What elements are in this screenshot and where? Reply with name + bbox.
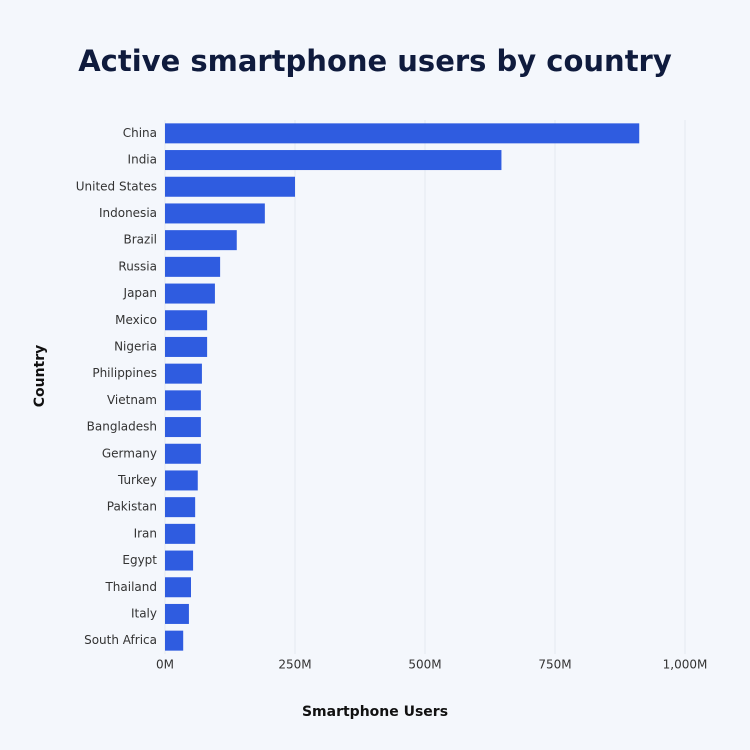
y-tick-label: Nigeria — [114, 339, 157, 353]
y-tick-label: China — [123, 126, 157, 140]
bar — [165, 497, 196, 518]
bar — [165, 256, 221, 277]
bar — [165, 630, 184, 651]
bar — [165, 603, 189, 624]
y-tick-label: Turkey — [117, 473, 157, 487]
x-tick-label: 250M — [278, 658, 311, 672]
bar — [165, 577, 191, 598]
y-tick-label: Bangladesh — [87, 420, 157, 434]
y-tick-label: Vietnam — [107, 393, 157, 407]
bar — [165, 417, 201, 438]
bar — [165, 150, 502, 171]
y-tick-label: Indonesia — [99, 206, 157, 220]
y-tick-label: Philippines — [92, 366, 157, 380]
y-tick-label: Pakistan — [107, 500, 157, 514]
chart-title: Active smartphone users by country — [78, 44, 672, 78]
bar — [165, 310, 208, 331]
bar — [165, 336, 208, 357]
bar — [165, 176, 295, 197]
x-tick-label: 0M — [156, 658, 174, 672]
x-tick-label: 500M — [408, 658, 441, 672]
y-tick-label: Iran — [134, 526, 157, 540]
y-tick-label: Brazil — [124, 233, 158, 247]
bar — [165, 203, 265, 224]
y-tick-label: Germany — [102, 446, 157, 460]
bar — [165, 550, 194, 571]
y-tick-label: South Africa — [84, 633, 157, 647]
y-tick-label: Italy — [131, 606, 157, 620]
y-tick-label: Thailand — [104, 580, 157, 594]
bar — [165, 470, 198, 491]
x-tick-label: 750M — [538, 658, 571, 672]
y-axis-title: Country — [32, 345, 48, 408]
bar — [165, 523, 196, 544]
bar — [165, 443, 201, 464]
x-axis-title: Smartphone Users — [302, 704, 448, 720]
bar — [165, 123, 640, 144]
bar — [165, 363, 202, 384]
y-tick-label: India — [128, 153, 157, 167]
y-tick-label: Mexico — [115, 313, 157, 327]
x-tick-label: 1,000M — [663, 658, 708, 672]
bar — [165, 230, 237, 251]
y-tick-label: Japan — [123, 286, 157, 300]
bar — [165, 283, 215, 304]
y-tick-label: Egypt — [122, 553, 157, 567]
y-tick-label: United States — [76, 179, 157, 193]
y-tick-label: Russia — [118, 259, 157, 273]
bar — [165, 390, 201, 411]
